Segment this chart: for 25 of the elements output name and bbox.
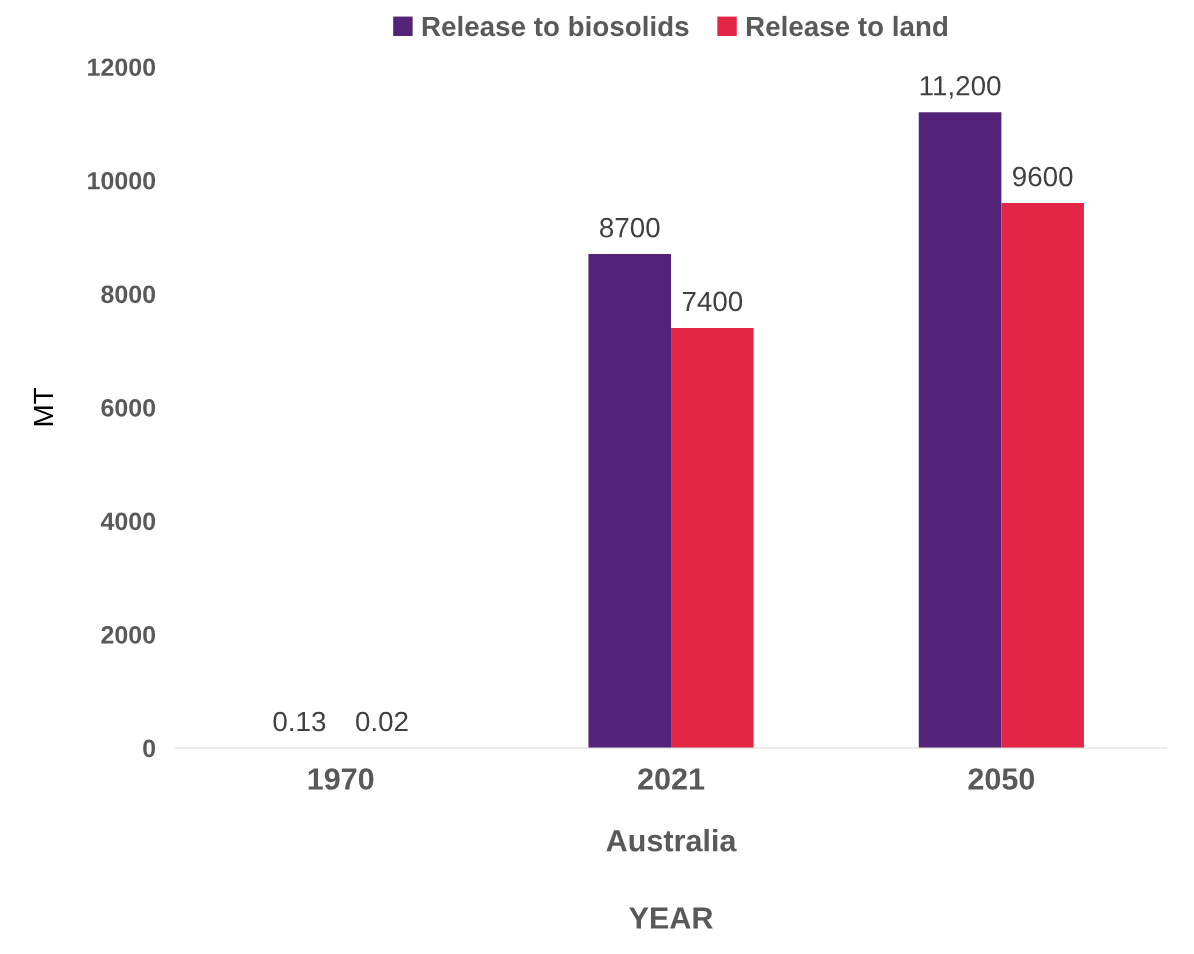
- y-tick-label: 12000: [88, 58, 156, 77]
- data-label: 7400: [682, 291, 743, 312]
- y-tick-label: 8000: [101, 285, 156, 304]
- y-axis-title: MT: [33, 387, 54, 426]
- y-tick-label: 10000: [88, 171, 156, 190]
- bar: [671, 327, 754, 748]
- data-label: 9600: [1013, 166, 1073, 187]
- y-tick-label: 6000: [101, 398, 156, 417]
- bar: [1001, 203, 1084, 748]
- x-axis-title: YEAR: [629, 907, 713, 929]
- data-label: 0.02: [356, 711, 408, 732]
- legend-label: Release to biosolids: [422, 15, 689, 37]
- y-tick-label: 4000: [100, 512, 156, 531]
- legend-label: Release to land: [746, 15, 948, 37]
- y-tick-label: 2000: [101, 626, 156, 644]
- y-tick-label: 0: [143, 739, 156, 758]
- bar: [588, 254, 672, 748]
- x-tick-label: 2050: [968, 768, 1035, 790]
- x-tick-label: 1970: [308, 768, 374, 790]
- data-label: 11,200: [920, 75, 1001, 99]
- data-label: 0.13: [273, 711, 326, 732]
- text: Australia: [606, 829, 737, 852]
- bar: [918, 112, 1002, 748]
- data-label: 8700: [600, 217, 660, 238]
- x-tick-label: 2021: [638, 768, 705, 790]
